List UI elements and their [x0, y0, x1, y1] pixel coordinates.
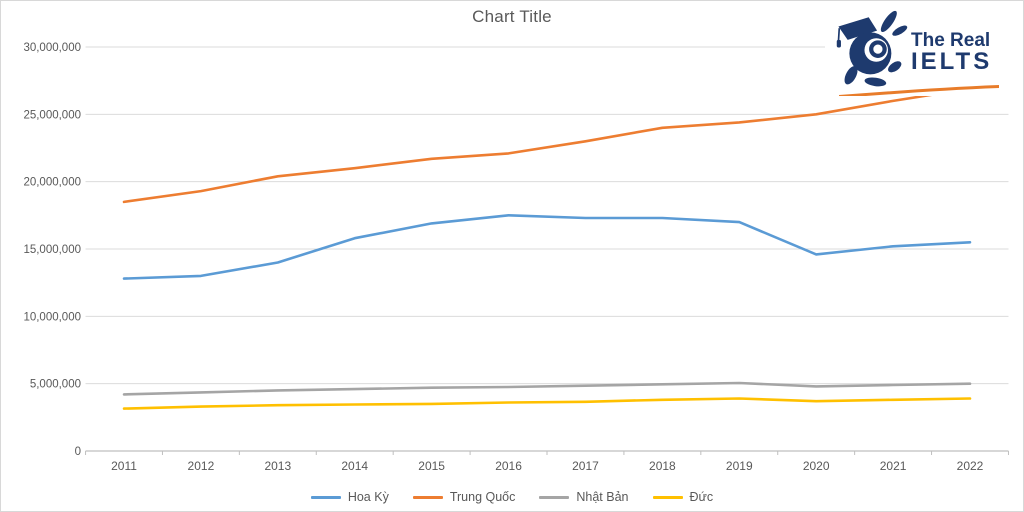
logo-swoosh	[839, 85, 999, 96]
x-axis-label: 2018	[649, 459, 676, 473]
x-axis-label: 2019	[726, 459, 753, 473]
logo-text-line1: The Real	[911, 30, 991, 52]
x-axis-label: 2012	[188, 459, 215, 473]
series-line-1	[122, 87, 972, 204]
legend-label: Đức	[689, 490, 714, 504]
legend-swatch	[412, 495, 443, 499]
legend-label: Hoa Kỳ	[347, 490, 389, 504]
series-line-3	[122, 397, 972, 410]
legend-item-2: Nhật Bản	[539, 490, 629, 504]
y-axis-label: 30,000,000	[23, 42, 81, 54]
x-axis-label: 2011	[111, 459, 137, 473]
logo-mascot-icon	[836, 10, 908, 87]
y-axis-label: 0	[75, 446, 81, 458]
y-axis-label: 20,000,000	[23, 177, 81, 189]
chart-title: Chart Title	[472, 7, 552, 26]
x-axis-label: 2017	[572, 459, 599, 473]
legend-swatch	[539, 495, 570, 499]
x-axis-label: 2014	[341, 459, 368, 473]
x-axis-label: 2020	[803, 459, 830, 473]
series-line-2	[122, 381, 972, 396]
logo-text-line2: IELTS	[911, 48, 993, 76]
legend-item-1: Trung Quốc	[412, 490, 516, 504]
x-axis-label: 2015	[418, 459, 445, 473]
series-line-0	[122, 214, 972, 280]
legend-swatch	[652, 495, 683, 499]
x-axis-label: 2022	[957, 459, 984, 473]
legend-item-0: Hoa Kỳ	[310, 490, 389, 504]
y-axis-label: 25,000,000	[23, 109, 81, 121]
brand-logo: The Real IELTS	[825, 4, 1015, 96]
legend-item-3: Đức	[652, 490, 714, 504]
x-axis-label: 2016	[495, 459, 522, 473]
legend-swatch	[310, 495, 341, 499]
chart-legend: Hoa Kỳ Trung Quốc Nhật Bản Đức	[1, 490, 1023, 504]
legend-label: Nhật Bản	[576, 490, 629, 504]
y-axis-label: 15,000,000	[23, 244, 81, 256]
x-axis-label: 2013	[264, 459, 291, 473]
x-axis-label: 2021	[880, 459, 907, 473]
legend-label: Trung Quốc	[449, 490, 516, 504]
y-axis-label: 10,000,000	[23, 311, 81, 323]
y-axis-label: 5,000,000	[30, 379, 81, 391]
